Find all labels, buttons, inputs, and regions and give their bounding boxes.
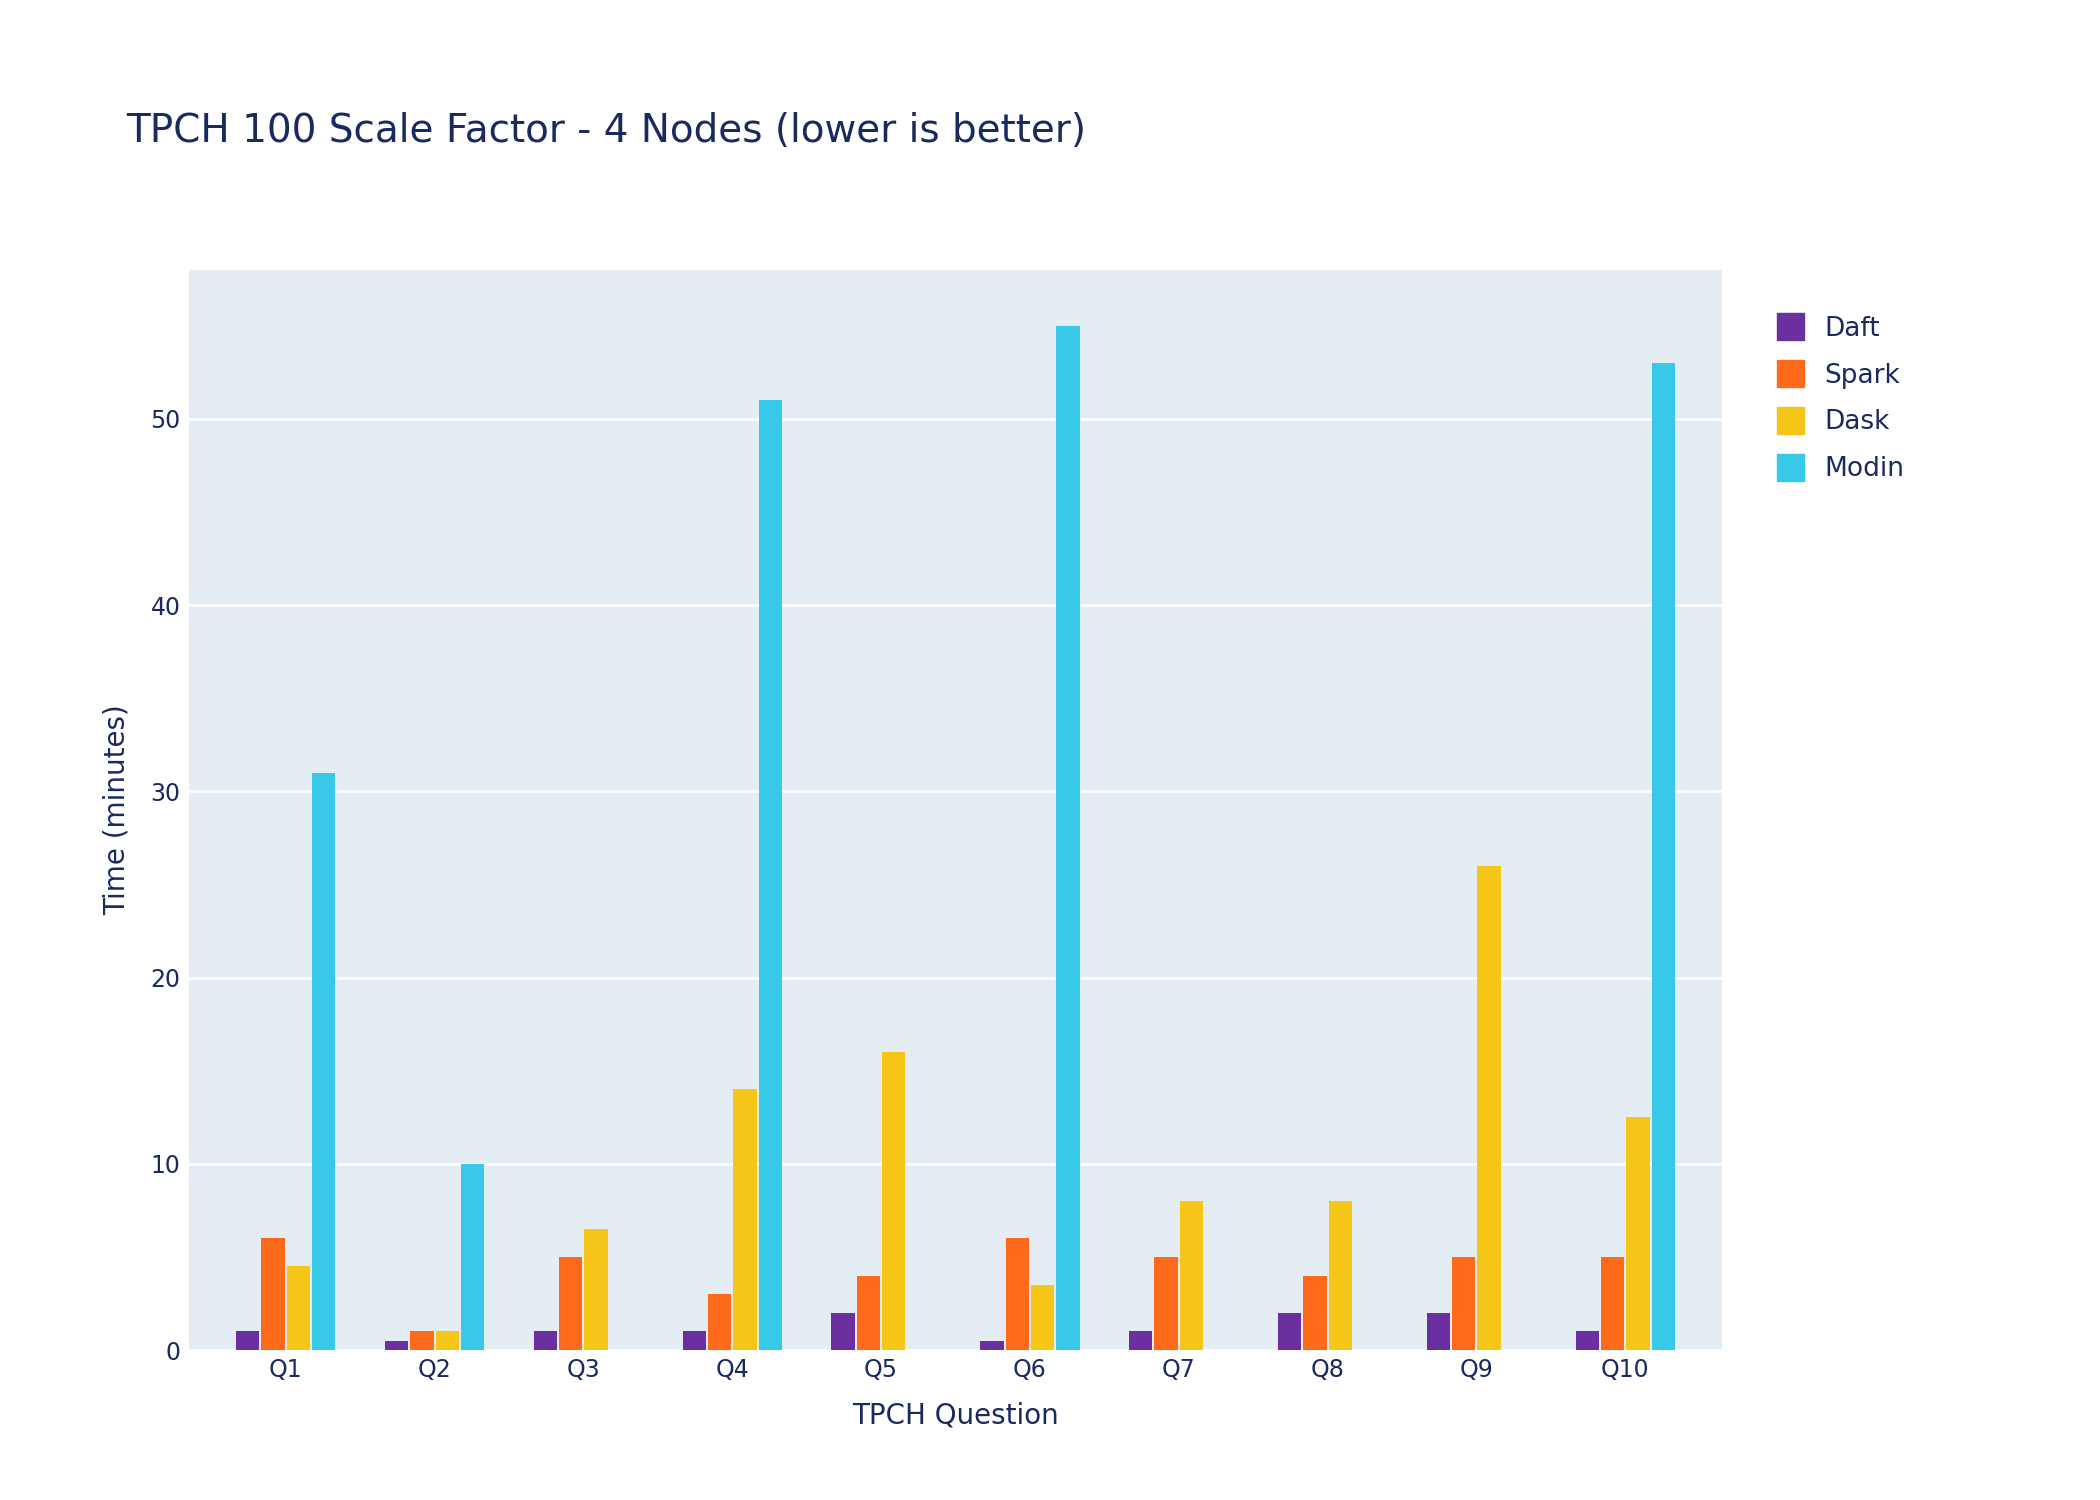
Bar	[758, 400, 781, 1350]
Bar	[1600, 1257, 1623, 1350]
Bar	[981, 1341, 1004, 1350]
Bar	[559, 1257, 582, 1350]
Bar	[1478, 865, 1501, 1350]
Bar	[1006, 1239, 1029, 1350]
Bar	[857, 1275, 880, 1350]
Bar	[1329, 1202, 1352, 1350]
Bar	[1304, 1275, 1327, 1350]
Bar	[682, 1332, 706, 1350]
Bar	[1031, 1286, 1054, 1350]
Bar	[832, 1312, 855, 1350]
Bar	[1426, 1312, 1451, 1350]
Bar	[533, 1332, 556, 1350]
Bar	[384, 1341, 407, 1350]
Bar	[435, 1332, 460, 1350]
Bar	[584, 1228, 607, 1350]
Bar	[1180, 1202, 1203, 1350]
Bar	[733, 1089, 756, 1350]
Bar	[288, 1266, 311, 1350]
Bar	[1451, 1257, 1476, 1350]
Bar	[708, 1294, 731, 1350]
Bar	[1279, 1312, 1302, 1350]
Y-axis label: Time (minutes): Time (minutes)	[103, 705, 130, 915]
Text: TPCH 100 Scale Factor - 4 Nodes (lower is better): TPCH 100 Scale Factor - 4 Nodes (lower i…	[126, 112, 1086, 150]
Bar	[1651, 363, 1676, 1350]
Bar	[235, 1332, 260, 1350]
Bar	[882, 1052, 905, 1350]
Bar	[460, 1164, 485, 1350]
Bar	[410, 1332, 433, 1350]
X-axis label: TPCH Question: TPCH Question	[853, 1402, 1058, 1429]
Bar	[1130, 1332, 1153, 1350]
Bar	[262, 1239, 286, 1350]
Bar	[1155, 1257, 1178, 1350]
Legend: Daft, Spark, Dask, Modin: Daft, Spark, Dask, Modin	[1777, 314, 1905, 483]
Bar	[1056, 326, 1079, 1350]
Bar	[313, 772, 336, 1350]
Bar	[1575, 1332, 1598, 1350]
Bar	[1625, 1118, 1648, 1350]
